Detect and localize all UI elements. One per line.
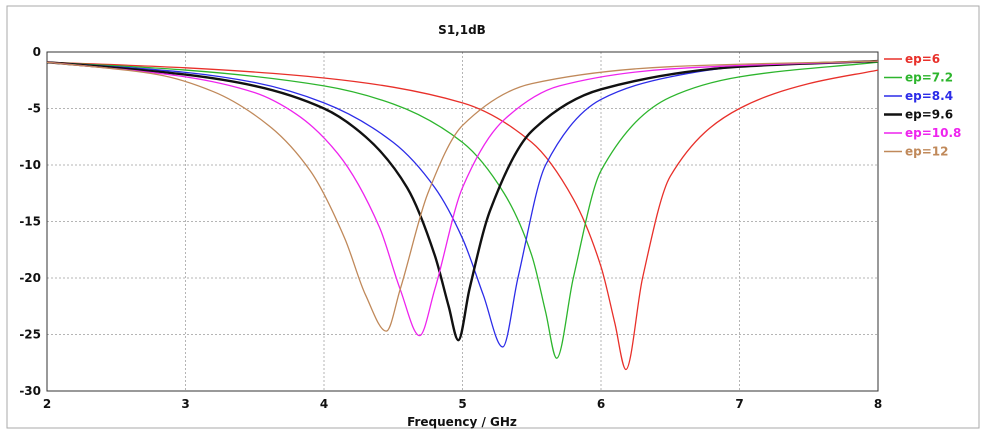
- y-tick-label: 0: [33, 45, 41, 59]
- chart-title: S1,1dB: [438, 23, 486, 37]
- legend-label: ep=9.6: [905, 108, 953, 122]
- series-line-ep-8-4: [46, 60, 879, 348]
- x-axis-label: Frequency / GHz: [407, 415, 517, 429]
- series-line-ep-10-8: [46, 60, 879, 337]
- y-tick-label: -5: [28, 102, 41, 116]
- y-tick-label: -30: [19, 384, 41, 398]
- series-layer: [46, 59, 879, 371]
- legend-label: ep=10.8: [905, 126, 961, 140]
- series-line-ep-9-6: [46, 59, 879, 342]
- legend-label: ep=7.2: [905, 71, 953, 85]
- x-tick-label: 4: [320, 397, 328, 411]
- x-tick-label: 5: [458, 397, 466, 411]
- series-line-ep-6: [46, 61, 879, 371]
- legend-label: ep=12: [905, 145, 948, 159]
- x-tick-label: 2: [43, 397, 51, 411]
- y-tick-label: -10: [19, 158, 41, 172]
- x-axis-ticks: 2 3 4 5 6 7 8: [43, 397, 882, 411]
- legend: ep=6 ep=7.2 ep=8.4 ep=9.6 ep=10.8 ep=12: [884, 52, 961, 159]
- x-tick-label: 8: [874, 397, 882, 411]
- y-tick-label: -20: [19, 271, 41, 285]
- series-line-ep-12: [46, 60, 879, 332]
- legend-label: ep=8.4: [905, 89, 953, 103]
- series-line-ep-7-2: [46, 61, 879, 359]
- y-tick-label: -15: [19, 215, 41, 229]
- legend-label: ep=6: [905, 52, 940, 66]
- x-tick-label: 6: [597, 397, 605, 411]
- y-axis-ticks: 0 -5 -10 -15 -20 -25 -30: [19, 45, 41, 398]
- x-tick-label: 7: [735, 397, 743, 411]
- y-tick-label: -25: [19, 328, 41, 342]
- x-tick-label: 3: [181, 397, 189, 411]
- plot-area-border: [46, 51, 879, 392]
